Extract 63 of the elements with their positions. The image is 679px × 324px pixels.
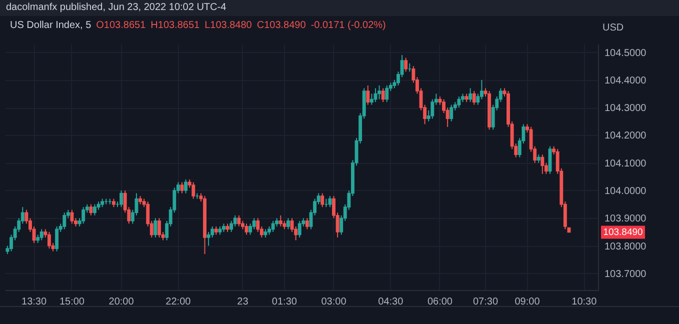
x-tick-label: 10:30: [572, 296, 598, 308]
text: 103.8490: [603, 227, 643, 238]
candlestick: [328, 196, 332, 208]
candlestick: [244, 223, 248, 236]
y-tick-label: 104.3000: [604, 103, 647, 114]
x-tick-label: 22:00: [166, 296, 192, 308]
y-tick-label: 104.5000: [604, 48, 647, 59]
x-tick-label: 09:00: [514, 296, 540, 308]
candlestick: [404, 57, 408, 72]
candlestick: [366, 84, 370, 106]
candlestick: [457, 96, 461, 108]
y-tick-label: 104.2000: [604, 130, 647, 142]
candlestick: [286, 218, 290, 230]
candlestick: [381, 88, 385, 103]
y-tick-label: 104.0000: [604, 186, 647, 197]
candlestick: [192, 182, 196, 200]
y-tick-label: 103.8000: [604, 241, 647, 252]
x-tick-label: 04:30: [378, 296, 404, 308]
text: L103.8480: [204, 20, 252, 31]
x-tick-label: 03:00: [321, 296, 347, 308]
candlestick: [450, 104, 454, 122]
text: C103.8490: [256, 20, 306, 31]
text: -0.0171 (-0.02%): [310, 20, 386, 31]
candlestick: [271, 220, 275, 232]
candlestick: [93, 204, 96, 216]
x-tick-label: 01:30: [272, 296, 298, 308]
chart-title: US Dollar Index, 5: [10, 20, 92, 31]
candlestick: [40, 228, 44, 241]
x-tick-label: 06:00: [427, 296, 453, 308]
candlestick: [82, 206, 86, 224]
candlestick: [385, 84, 389, 103]
candlestick: [180, 182, 184, 194]
candlestick: [89, 204, 93, 216]
candlestick: [70, 209, 74, 224]
candlestick: [120, 190, 124, 208]
candlestick: [62, 212, 66, 230]
x-tick-label: 13:30: [22, 296, 47, 308]
candlestick: [158, 218, 161, 238]
candlestick: [378, 84, 382, 100]
text: dacolmanfx published, Jun 23, 2022 10:02 UTC-4: [0, 0, 679, 16]
candlestick: [278, 214, 282, 227]
y-tick-label: 104.1000: [604, 158, 647, 170]
x-tick-label: 23: [237, 296, 249, 308]
candlestick: [298, 220, 302, 238]
candlestick: [472, 90, 476, 106]
candlestick: [540, 154, 544, 174]
text: O103.8651: [96, 20, 146, 31]
y-axis-title: USD: [602, 22, 624, 34]
candlestick: [320, 192, 324, 208]
candlestick: [305, 218, 309, 230]
text: H103.8651: [150, 20, 200, 31]
x-tick-label: 15:00: [59, 296, 85, 308]
x-tick-label: 07:30: [472, 296, 498, 308]
candlestick: [154, 218, 158, 238]
candlestick: [55, 226, 59, 252]
y-tick-label: 104.4000: [604, 75, 647, 86]
candlestick: [237, 214, 241, 227]
candlestick: [184, 178, 188, 194]
y-tick-label: 103.7000: [604, 268, 647, 280]
x-tick-label: 20:00: [108, 296, 134, 308]
candlestick: [47, 231, 51, 250]
candlestick: [468, 88, 472, 103]
y-tick-label: 103.9000: [604, 214, 647, 225]
